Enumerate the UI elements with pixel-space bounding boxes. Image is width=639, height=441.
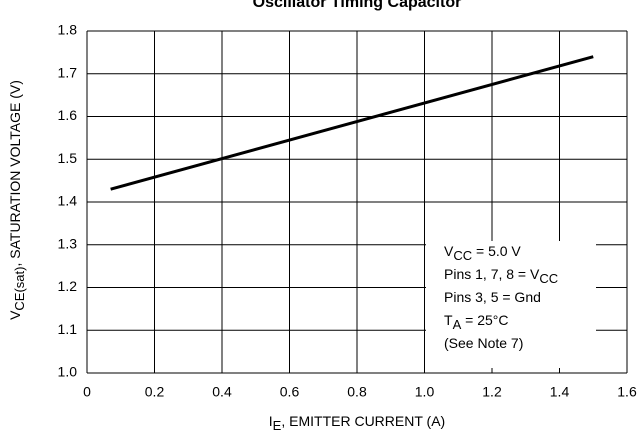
annotation: TA = 25°C [444, 312, 508, 333]
x-axis-label: IE, EMITTER CURRENT (A) [269, 413, 445, 434]
y-tick-label: 1.6 [58, 107, 78, 123]
label-part: V [444, 243, 454, 259]
annotation: Pins 3, 5 = Gnd [444, 289, 541, 305]
label-part: T [444, 312, 453, 328]
label-part: A [453, 317, 462, 332]
y-tick-label: 1.1 [58, 321, 78, 337]
label-part: CE(sat) [12, 267, 27, 311]
x-tick-label: 0.6 [280, 384, 300, 400]
label-part: Pins 1, 7, 8 = V [444, 266, 540, 282]
x-tick-label: 0.8 [347, 384, 367, 400]
label-part: V [7, 310, 23, 320]
label-part: Pins 3, 5 = Gnd [444, 289, 541, 305]
y-tick-label: 1.5 [58, 150, 78, 166]
annotation: VCC = 5.0 V [444, 243, 521, 264]
x-tick-label: 1.0 [415, 384, 435, 400]
y-tick-label: 1.7 [58, 64, 78, 80]
label-part: = 25°C [461, 312, 508, 328]
data-line [110, 55, 594, 191]
x-tick-label: 0.2 [145, 384, 165, 400]
label-part: = 5.0 V [472, 243, 521, 259]
x-tick-label: 1.2 [482, 384, 502, 400]
x-tick-label: 0.4 [212, 384, 232, 400]
annotation-box [426, 241, 596, 368]
label-part: I [269, 413, 273, 429]
x-tick-label: 1.6 [617, 384, 637, 400]
chart-title: Oscillator Timing Capacitor [253, 0, 462, 11]
x-tick-label: 0 [83, 384, 91, 400]
x-tick-label: 1.4 [550, 384, 570, 400]
y-tick-label: 1.3 [58, 235, 78, 251]
label-part: (See Note 7) [444, 335, 523, 351]
y-tick-label: 1.0 [58, 364, 78, 380]
y-tick-label: 1.4 [58, 193, 78, 209]
label-part: , EMITTER CURRENT (A) [281, 413, 445, 429]
y-axis-label: VCE(sat), SATURATION VOLTAGE (V) [7, 80, 28, 320]
annotation: Pins 1, 7, 8 = VCC [444, 266, 558, 287]
label-part: E [273, 418, 282, 433]
annotation: (See Note 7) [444, 335, 523, 351]
label-part: , SATURATION VOLTAGE (V) [7, 80, 23, 266]
y-tick-label: 1.8 [58, 22, 78, 38]
y-tick-label: 1.2 [58, 278, 78, 294]
label-part: CC [539, 271, 558, 286]
label-part: CC [453, 248, 472, 263]
